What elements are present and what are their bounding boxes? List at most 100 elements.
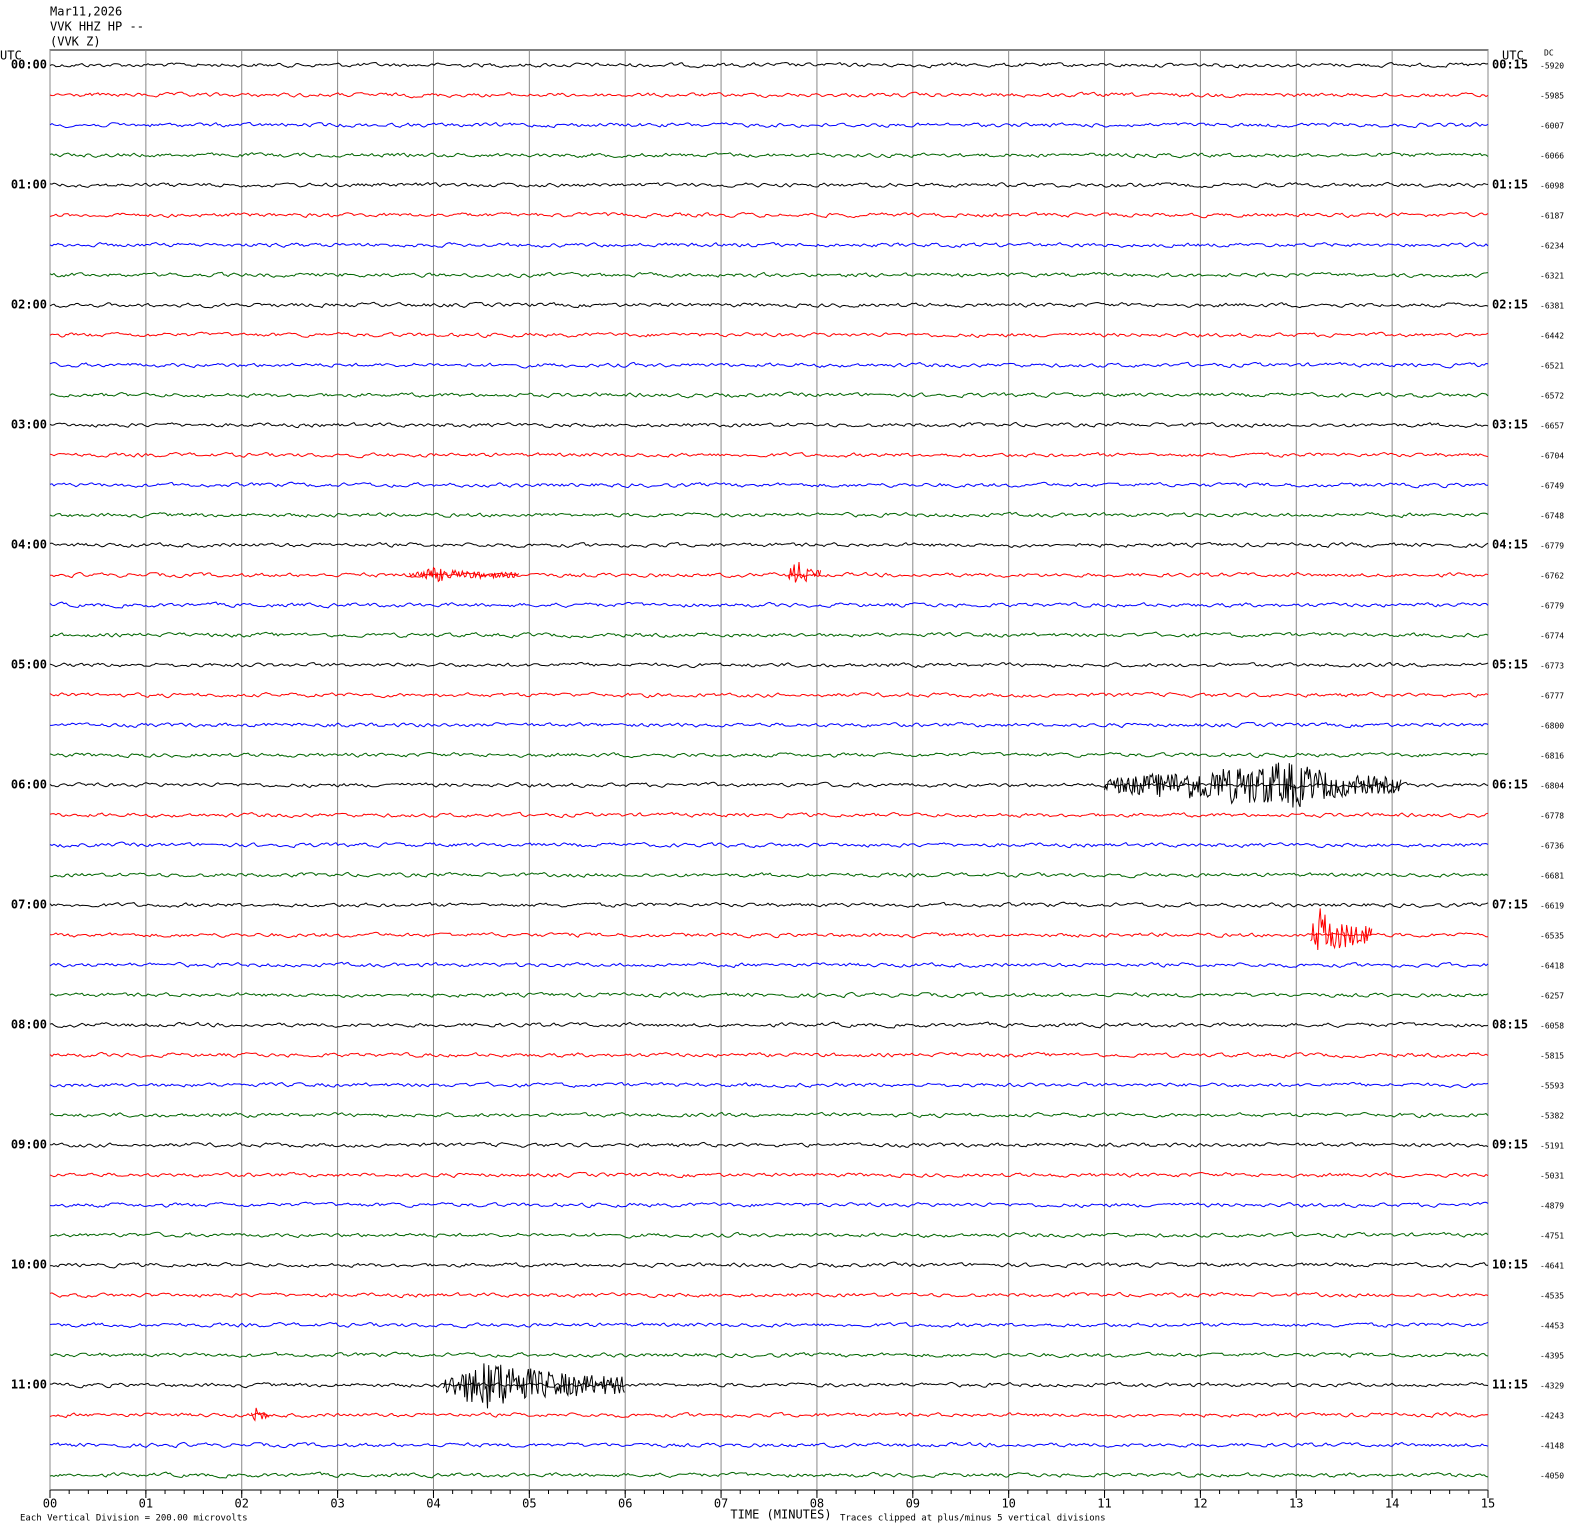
trace (49, 571, 1489, 579)
trace (49, 1081, 1489, 1089)
dc-offset: -6619 (1540, 902, 1564, 911)
start-time-label: 04:00 (11, 538, 47, 552)
start-time-label: 09:00 (11, 1138, 47, 1152)
dc-offset: -6535 (1540, 932, 1564, 941)
start-time-label: 03:00 (11, 418, 47, 432)
x-tick-label: 08 (810, 1497, 824, 1511)
dc-offset: -5382 (1540, 1112, 1564, 1121)
dc-offset: -6773 (1540, 662, 1564, 671)
dc-offset: -6234 (1540, 242, 1564, 251)
trace (49, 1471, 1489, 1479)
dc-offset: -5985 (1540, 92, 1564, 101)
trace (50, 1381, 1489, 1389)
trace (49, 1411, 1489, 1419)
event-burst (250, 1407, 270, 1422)
dc-offset: -6657 (1540, 422, 1564, 431)
trace (49, 211, 1489, 219)
dc-offset: -5191 (1540, 1142, 1564, 1151)
event-burst (409, 566, 520, 583)
dc-offset: -6007 (1540, 122, 1564, 131)
dc-offset: -4879 (1540, 1202, 1564, 1211)
start-time-label: 01:00 (11, 178, 47, 192)
trace (49, 1201, 1489, 1209)
end-time-label: 11:15 (1492, 1378, 1528, 1392)
dc-offset: -6418 (1540, 962, 1564, 971)
dc-offset: -5593 (1540, 1082, 1564, 1091)
x-tick-label: 09 (906, 1497, 920, 1511)
start-time-label: 10:00 (11, 1258, 47, 1272)
dc-offset: -6779 (1540, 542, 1564, 551)
trace (49, 691, 1489, 699)
trace (49, 961, 1489, 969)
dc-offset: -6749 (1540, 482, 1564, 491)
trace (50, 721, 1489, 729)
end-time-label: 08:15 (1492, 1018, 1528, 1032)
x-tick-label: 04 (426, 1497, 440, 1511)
dc-offset: -6748 (1540, 512, 1564, 521)
dc-offset: -6762 (1540, 572, 1564, 581)
dc-offset: -5920 (1540, 62, 1564, 71)
dc-offset: -6777 (1540, 692, 1564, 701)
dc-offset: -4050 (1540, 1472, 1564, 1481)
trace (49, 871, 1489, 879)
x-tick-label: 15 (1481, 1497, 1495, 1511)
left-axis-label: UTC (0, 49, 22, 63)
x-tick-label: 11 (1097, 1497, 1111, 1511)
trace (49, 1291, 1489, 1299)
end-time-label: 02:15 (1492, 298, 1528, 312)
dc-offset: -6800 (1540, 722, 1564, 731)
clip-note: Traces clipped at plus/minus 5 vertical … (840, 1514, 1106, 1524)
trace (49, 181, 1489, 189)
x-tick-label: 13 (1289, 1497, 1303, 1511)
start-time-label: 08:00 (11, 1018, 47, 1032)
trace (49, 331, 1489, 339)
trace (49, 271, 1489, 279)
start-time-label: 02:00 (11, 298, 47, 312)
trace (49, 241, 1489, 248)
end-time-label: 01:15 (1492, 178, 1528, 192)
x-tick-label: 12 (1193, 1497, 1207, 1511)
trace (49, 841, 1489, 849)
dc-offset: -6321 (1540, 272, 1564, 281)
start-time-label: 11:00 (11, 1378, 47, 1392)
event-burst (442, 1363, 625, 1409)
title-line: Mar11,2026 (50, 5, 122, 19)
dc-offset: -6257 (1540, 992, 1564, 1001)
event-burst (1310, 908, 1373, 951)
x-tick-label: 07 (714, 1497, 728, 1511)
x-tick-label: 06 (618, 1497, 632, 1511)
dc-label: DC (1544, 49, 1554, 58)
dc-offset: -6066 (1540, 152, 1564, 161)
trace (49, 91, 1489, 99)
end-time-label: 05:15 (1492, 658, 1528, 672)
start-time-label: 06:00 (11, 778, 47, 792)
trace (49, 1111, 1489, 1119)
dc-offset: -4535 (1540, 1292, 1564, 1301)
dc-offset: -6572 (1540, 392, 1564, 401)
start-time-label: 05:00 (11, 658, 47, 672)
dc-offset: -6778 (1540, 812, 1564, 821)
end-time-label: 07:15 (1492, 898, 1528, 912)
title-line: VVK HHZ HP -- (50, 20, 144, 34)
trace (49, 451, 1489, 459)
trace (49, 901, 1489, 909)
end-time-label: 04:15 (1492, 538, 1528, 552)
trace (49, 1261, 1489, 1269)
title-line: (VVK Z) (50, 35, 101, 49)
trace (49, 61, 1489, 69)
trace (49, 121, 1489, 129)
trace (49, 1441, 1489, 1449)
trace (49, 631, 1489, 639)
dc-offset: -4148 (1540, 1442, 1564, 1451)
x-tick-label: 05 (522, 1497, 536, 1511)
dc-offset: -4453 (1540, 1322, 1564, 1331)
dc-offset: -6804 (1540, 782, 1564, 791)
trace (49, 421, 1489, 429)
x-tick-label: 10 (1001, 1497, 1015, 1511)
dc-offset: -6816 (1540, 752, 1564, 761)
end-time-label: 00:15 (1492, 58, 1528, 72)
x-tick-label: 01 (139, 1497, 153, 1511)
trace (49, 361, 1489, 369)
start-time-label: 07:00 (11, 898, 47, 912)
